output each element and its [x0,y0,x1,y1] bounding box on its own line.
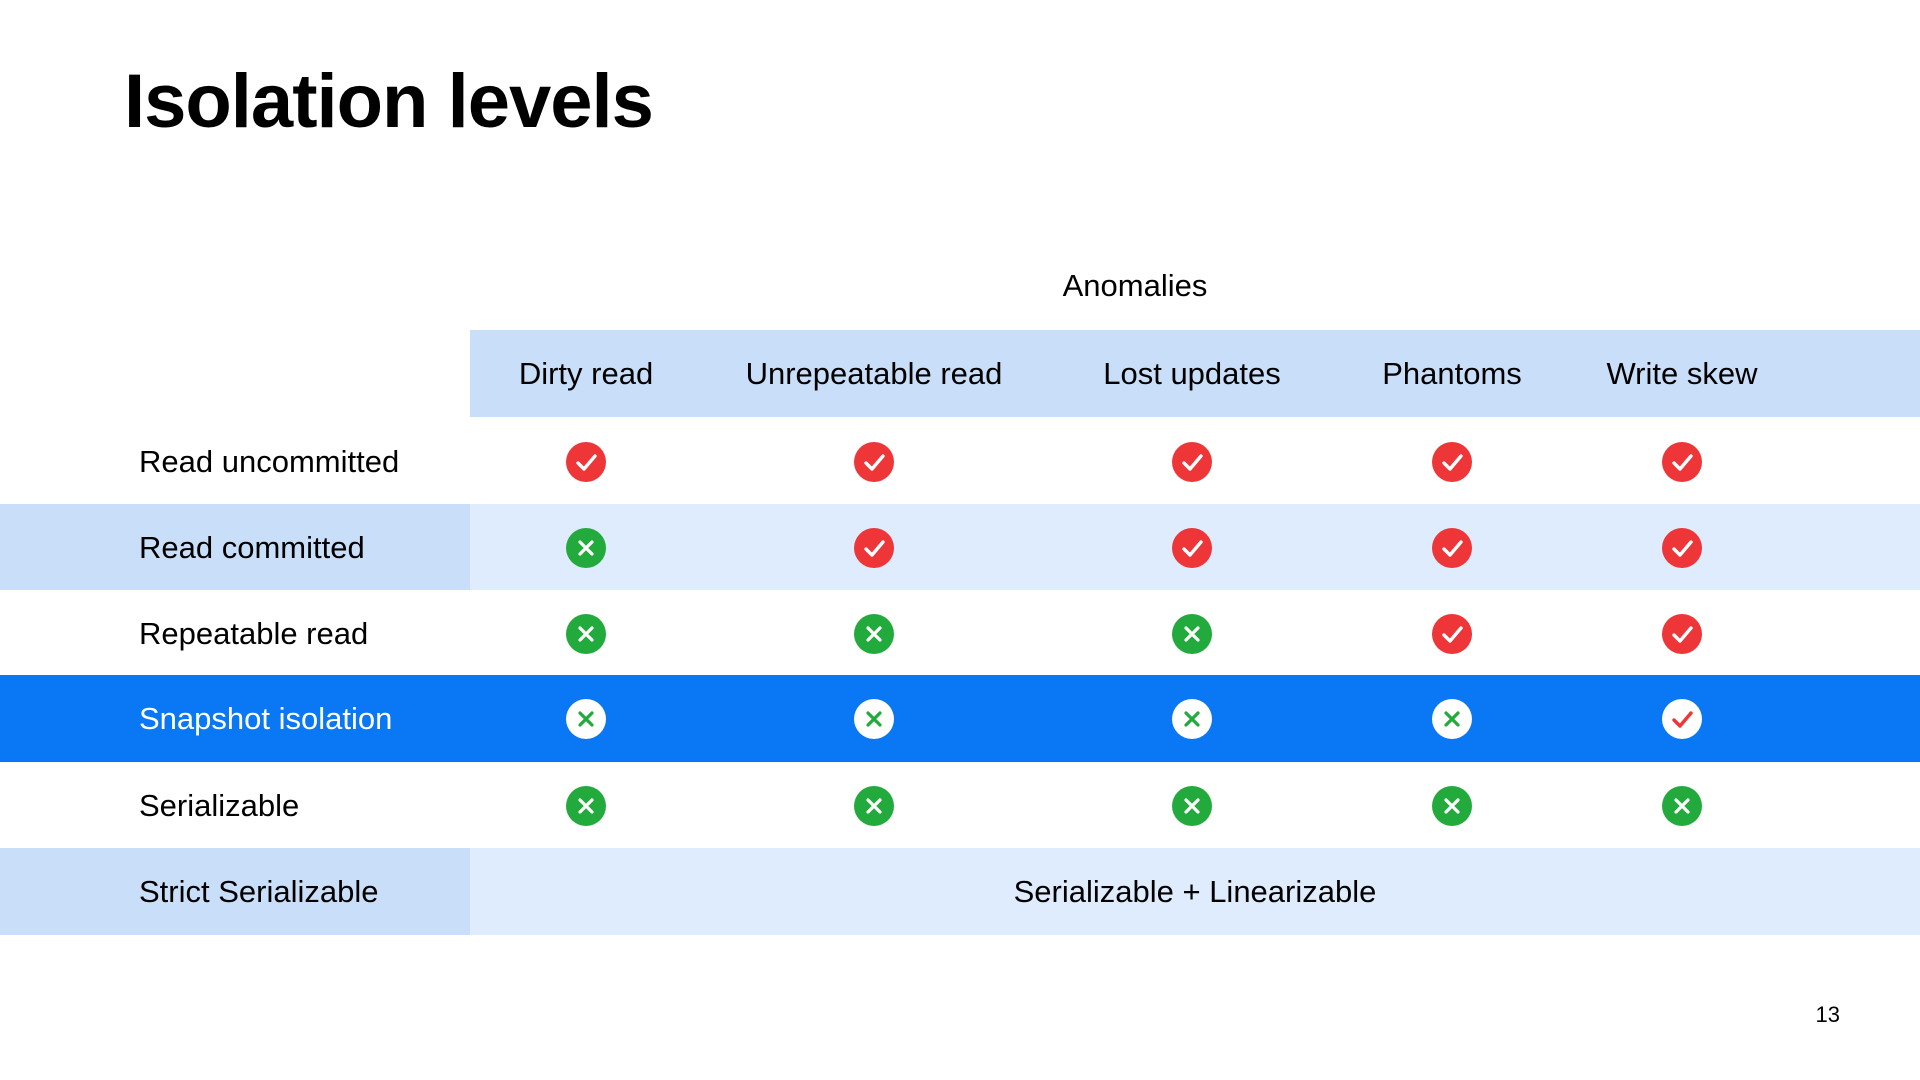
table-row: Repeatable read [0,590,1920,677]
row-header-cell [0,848,470,935]
table-cell [1302,762,1602,849]
x-circle-icon [1171,698,1213,740]
column-header: Phantoms [1382,355,1522,391]
check-circle-icon [1431,527,1473,569]
table-cell [436,418,736,505]
check-circle-icon [565,441,607,483]
table-cell [724,418,1024,505]
x-circle-icon [1661,785,1703,827]
x-circle-icon [853,698,895,740]
table-row: Strict Serializable Serializable + Linear… [0,848,1920,935]
row-header-cell [0,418,470,505]
merged-cell: Serializable + Linearizable [1013,873,1377,909]
table-cell [1042,675,1342,762]
page-number: 13 [1815,1002,1840,1027]
table-cell [1532,418,1832,505]
table-cell [1042,418,1342,505]
row-label: Read committed [139,529,365,565]
row-header-cell [0,590,470,677]
table-cell [436,762,736,849]
check-circle-icon [1171,527,1213,569]
check-circle-icon [1661,698,1703,740]
x-circle-icon [1431,698,1473,740]
x-circle-icon [1431,785,1473,827]
table-cell [1532,504,1832,591]
table-cell [1532,675,1832,762]
row-header-cell [0,762,470,849]
x-circle-icon [565,613,607,655]
check-circle-icon [1661,527,1703,569]
row-header-cell [0,504,470,591]
table-row: Read committed [0,504,1920,591]
x-circle-icon [853,613,895,655]
x-circle-icon [565,785,607,827]
check-circle-icon [853,441,895,483]
x-circle-icon [1171,785,1213,827]
row-header-cell [0,675,470,762]
table-cell [1532,590,1832,677]
row-label: Read uncommitted [139,443,400,479]
table-cell [1532,762,1832,849]
table-cell [1302,590,1602,677]
x-circle-icon [853,785,895,827]
check-circle-icon [853,527,895,569]
table-cell [1042,504,1342,591]
table-cell [724,762,1024,849]
column-header: Write skew [1606,355,1758,391]
table-cell [436,504,736,591]
column-header-row: Dirty read Unrepeatable read Lost updates P… [470,330,1920,417]
row-label: Strict Serializable [139,873,379,909]
table-row: Serializable [0,762,1920,849]
row-label: Serializable [139,787,300,823]
table-cell [724,590,1024,677]
row-label: Snapshot isolation [139,700,393,736]
table-cell [1042,762,1342,849]
check-circle-icon [1431,613,1473,655]
x-circle-icon [1171,613,1213,655]
table-row: Snapshot isolation [0,675,1920,762]
row-label: Repeatable read [139,615,369,651]
table-cell [1302,504,1602,591]
table-cell [436,675,736,762]
column-header: Unrepeatable read [745,355,1003,391]
table-cell [1302,418,1602,505]
table-cell [1302,675,1602,762]
column-header: Lost updates [1103,355,1281,391]
check-circle-icon [1431,441,1473,483]
anomalies-group-header: Anomalies [1062,268,1208,303]
table-row: Read uncommitted [0,418,1920,505]
x-circle-icon [565,527,607,569]
check-circle-icon [1661,613,1703,655]
check-circle-icon [1171,441,1213,483]
column-header: Dirty read [518,355,654,391]
table-cell [436,590,736,677]
page-title: Isolation levels [124,59,654,144]
table-cell [724,504,1024,591]
check-circle-icon [1661,441,1703,483]
table-cell [724,675,1024,762]
x-circle-icon [565,698,607,740]
table-cell [1042,590,1342,677]
